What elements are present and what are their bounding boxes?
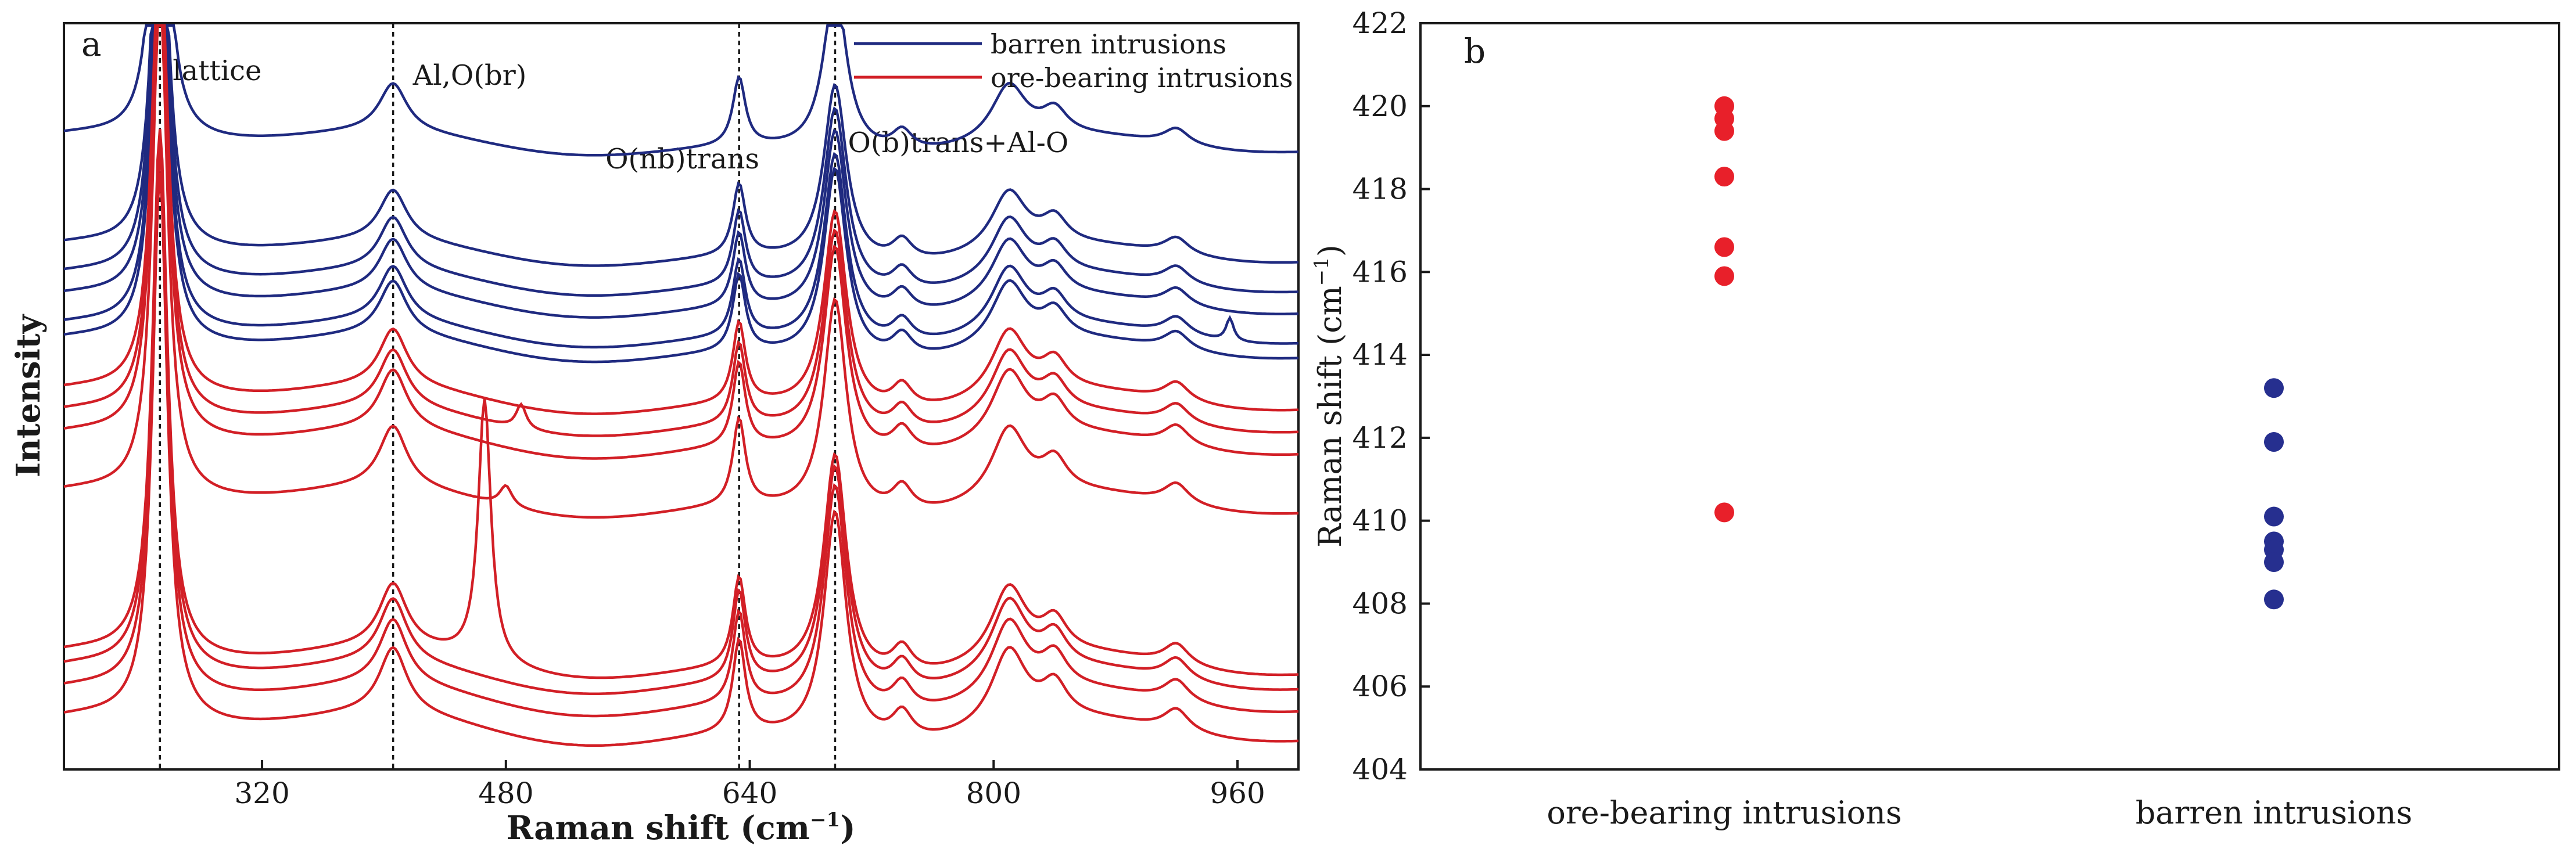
ore-bearing-point [1714, 121, 1734, 141]
legend-label-ore-bearing: ore-bearing intrusions [991, 62, 1293, 93]
spectrum-line-0 [63, 24, 1299, 157]
category-label-ore-bearing: ore-bearing intrusions [1547, 794, 1901, 831]
reference-label: lattice [173, 55, 261, 87]
y-tick-label: 420 [1352, 89, 1408, 123]
spectrum-line-8 [63, 24, 1299, 460]
x-tick-label: 800 [966, 776, 1021, 810]
barren-point [2264, 432, 2284, 452]
barren-point [2264, 506, 2284, 527]
y-tick-label: 408 [1352, 587, 1408, 620]
panel-b-label: b [1464, 31, 1486, 71]
ore-bearing-point [1714, 502, 1734, 523]
panel-a-spectra: a lattice Al,O(br)O(nb)trans O(b)trans+Al-… [9, 22, 1300, 847]
ore-bearing-point [1714, 167, 1734, 187]
spectrum-line-3 [63, 24, 1299, 319]
spectrum-line-10 [63, 128, 1299, 679]
panel-b-frame [1419, 22, 2560, 771]
panel-a-label: a [81, 24, 102, 64]
spectrum-line-9 [63, 24, 1299, 519]
spectrum-line-2 [63, 24, 1299, 297]
legend: barren intrusions ore-bearing intrusions [854, 28, 1293, 93]
barren-point [2264, 552, 2284, 573]
x-tick-label: 960 [1210, 776, 1265, 810]
ore-bearing-point [1714, 266, 1734, 286]
spectrum-line-6 [63, 24, 1299, 415]
reference-label: Al,O(br) [412, 59, 527, 92]
y-tick-label: 418 [1352, 172, 1408, 206]
spectrum-line-7 [63, 24, 1299, 437]
panel-a-y-axis-title: Intensity [9, 314, 48, 477]
ore-bearing-point [1714, 237, 1734, 257]
y-tick-label: 406 [1352, 670, 1408, 703]
y-tick-label: 416 [1352, 255, 1408, 289]
spectrum-line-13 [63, 172, 1299, 747]
barren-point [2264, 589, 2284, 610]
y-tick-label: 410 [1352, 504, 1408, 538]
spectrum-line-4 [63, 24, 1299, 349]
spectrum-line-12 [63, 150, 1299, 718]
y-tick-label: 404 [1352, 753, 1408, 786]
panel-b-scatter: b 404 406 408 410 412 414 416 418 420 422 ore-bea… [1310, 6, 2560, 831]
panel-a-frame [63, 22, 1300, 771]
spectrum-line-5 [63, 24, 1299, 364]
spectrum-line-1 [63, 24, 1299, 267]
spectrum-line-11 [63, 136, 1299, 695]
y-tick-label: 414 [1352, 338, 1408, 372]
x-tick-label: 640 [722, 776, 777, 810]
x-tick-label: 320 [234, 776, 289, 810]
reference-label: O(b)trans+Al-O [848, 127, 1068, 159]
x-tick-label: 480 [478, 776, 533, 810]
legend-label-barren: barren intrusions [991, 28, 1226, 60]
category-label-barren: barren intrusions [2136, 794, 2413, 831]
y-tick-label: 422 [1352, 6, 1408, 40]
y-tick-label: 412 [1352, 421, 1408, 455]
panel-a-x-axis-title: Raman shift (cm−1) [506, 808, 855, 847]
panel-b-y-axis-title: Raman shift (cm−1) [1310, 244, 1348, 548]
barren-point [2264, 378, 2284, 398]
